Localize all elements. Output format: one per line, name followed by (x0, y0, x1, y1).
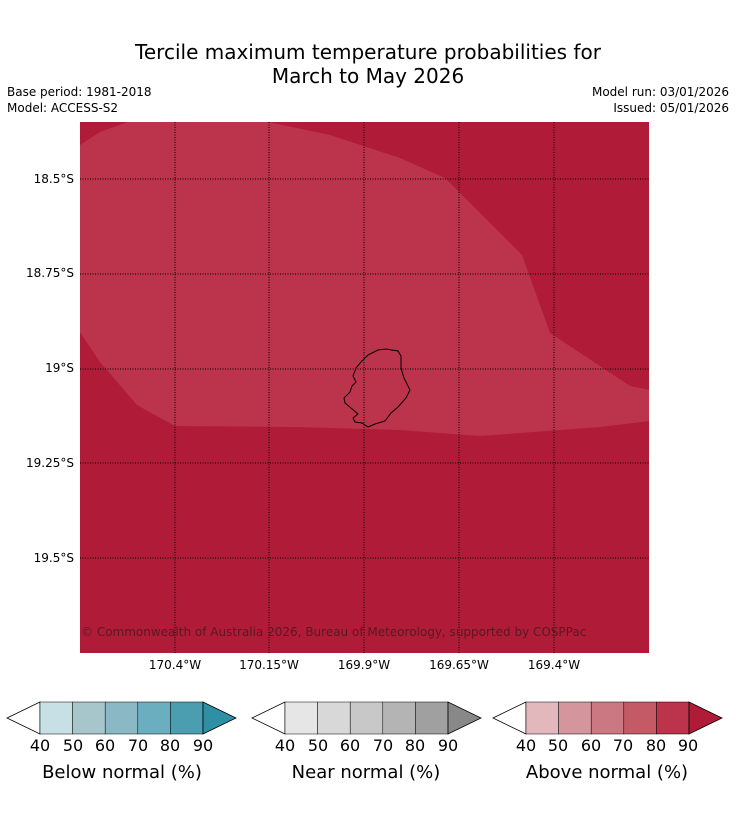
colorbar-above-normal (492, 701, 723, 735)
above-colorbar-swatch-2 (590, 701, 625, 735)
colorbar-near-normal (251, 701, 482, 735)
near-colorbar-swatch-2 (349, 701, 384, 735)
above-tick-50: 50 (547, 736, 569, 755)
near-tick-50: 50 (307, 736, 329, 755)
near-colorbar-swatch-4 (415, 701, 449, 735)
above-tick-70: 70 (612, 736, 634, 755)
near-colorbar-swatch-1 (317, 701, 351, 735)
near-colorbar-over-arrow (447, 701, 482, 735)
near-normal-title: Near normal (%) (291, 762, 441, 783)
near-tick-80: 80 (404, 736, 426, 755)
colorbar-below-normal (6, 701, 237, 735)
lon-label-170-4: 170.4°W (148, 658, 202, 672)
below-normal-title: Below normal (%) (42, 762, 202, 783)
probability-region-80 (80, 122, 649, 436)
below-tick-80: 80 (159, 736, 181, 755)
niue-island-outline (343, 348, 411, 428)
map-title-line-1: Tercile maximum temperature probabilitie… (135, 40, 601, 64)
above-normal-title: Above normal (%) (525, 762, 689, 783)
lat-label-18-5: 18.5°S (33, 172, 74, 186)
lon-label-169-4: 169.4°W (527, 658, 581, 672)
below-colorbar-swatch-2 (104, 701, 139, 735)
near-tick-70: 70 (372, 736, 394, 755)
lon-label-170-15: 170.15°W (239, 658, 299, 672)
below-colorbar-swatch-3 (137, 701, 171, 735)
lat-label-18-75: 18.75°S (26, 266, 74, 280)
above-colorbar-under-arrow (492, 701, 527, 735)
issued-date: Issued: 05/01/2026 (613, 101, 729, 115)
near-colorbar-swatch-3 (382, 701, 416, 735)
near-colorbar-under-arrow (251, 701, 286, 735)
below-colorbar-swatch-0 (39, 701, 73, 735)
above-tick-40: 40 (515, 736, 537, 755)
below-tick-40: 40 (29, 736, 51, 755)
near-colorbar-swatch-0 (284, 701, 318, 735)
map-gridlines (80, 122, 649, 653)
below-tick-60: 60 (94, 736, 116, 755)
model-name: Model: ACCESS-S2 (7, 101, 119, 115)
lon-label-169-9: 169.9°W (337, 658, 391, 672)
near-tick-60: 60 (339, 736, 361, 755)
lat-label-19-5: 19.5°S (33, 551, 74, 565)
near-tick-40: 40 (274, 736, 296, 755)
below-colorbar-over-arrow (202, 701, 237, 735)
above-colorbar-swatch-1 (558, 701, 592, 735)
below-tick-90: 90 (192, 736, 214, 755)
lat-label-19: 19°S (45, 361, 74, 375)
above-tick-80: 80 (645, 736, 667, 755)
lon-label-169-65: 169.65°W (429, 658, 489, 672)
lat-label-19-25: 19.25°S (26, 456, 74, 470)
above-colorbar-swatch-4 (656, 701, 690, 735)
above-colorbar-swatch-3 (623, 701, 657, 735)
below-tick-50: 50 (62, 736, 84, 755)
below-colorbar-swatch-4 (170, 701, 204, 735)
below-colorbar-swatch-1 (72, 701, 106, 735)
map-title-line-2: March to May 2026 (271, 64, 465, 88)
above-tick-90: 90 (677, 736, 699, 755)
above-colorbar-swatch-0 (525, 701, 559, 735)
below-tick-70: 70 (127, 736, 149, 755)
model-run: Model run: 03/01/2026 (591, 85, 729, 99)
copyright-notice: © Commonwealth of Australia 2026, Bureau… (81, 625, 587, 639)
below-colorbar-under-arrow (6, 701, 41, 735)
near-tick-90: 90 (437, 736, 459, 755)
above-tick-60: 60 (580, 736, 602, 755)
above-colorbar-over-arrow (688, 701, 723, 735)
base-period: Base period: 1981-2018 (7, 85, 152, 99)
